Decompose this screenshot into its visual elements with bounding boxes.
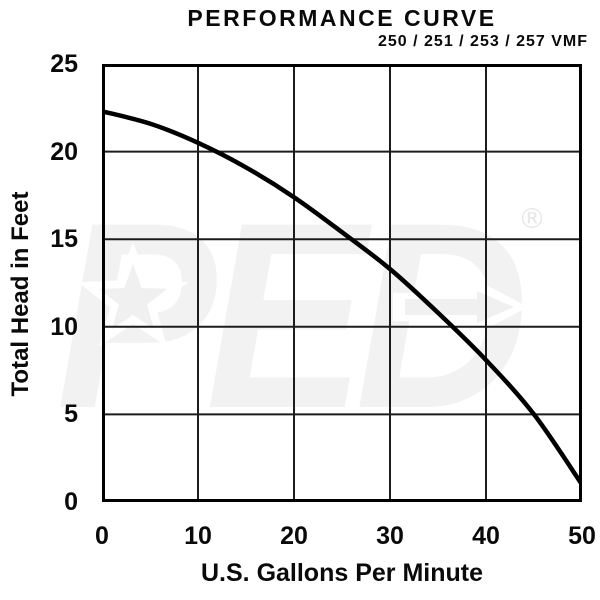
plot-area	[102, 64, 582, 502]
y-tick-25: 25	[50, 50, 78, 78]
y-tick-0: 0	[64, 488, 78, 516]
y-tick-10: 10	[50, 312, 78, 341]
x-tick-20: 20	[280, 522, 308, 550]
ped-watermark-logo: PED ®	[56, 185, 546, 430]
x-axis-label: U.S. Gallons Per Minute	[201, 559, 483, 587]
performance-curve-line	[102, 109, 582, 487]
y-tick-20: 20	[50, 137, 78, 166]
x-tick-50: 50	[568, 522, 596, 550]
x-tick-0: 0	[95, 522, 109, 550]
chart-title: PERFORMANCE CURVE	[187, 5, 497, 31]
plot-border	[102, 64, 582, 502]
watermark-star-inner	[98, 264, 168, 330]
y-tick-5: 5	[64, 400, 78, 429]
y-tick-15: 15	[50, 225, 78, 254]
x-tick-40: 40	[472, 522, 500, 550]
chart-subtitle-models: 250 / 251 / 253 / 257 VMF	[377, 33, 588, 50]
gridlines	[102, 64, 582, 502]
x-tick-10: 10	[184, 522, 212, 550]
x-tick-30: 30	[376, 522, 404, 550]
registered-trademark-icon: ®	[518, 202, 546, 235]
y-axis-label: Total Head in Feet	[7, 191, 34, 397]
